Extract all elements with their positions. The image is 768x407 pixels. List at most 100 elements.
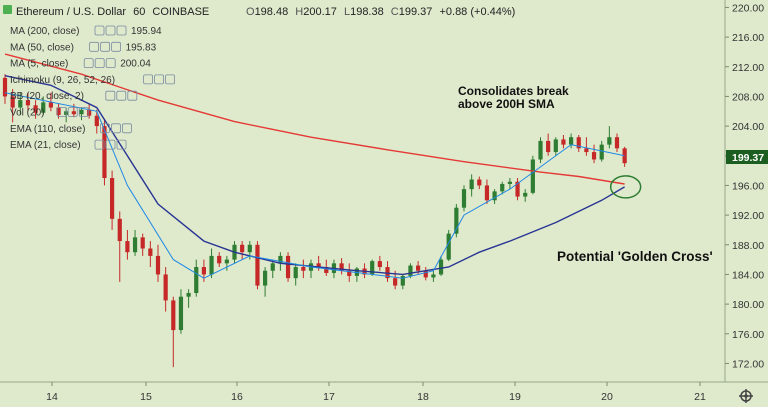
candle-body bbox=[10, 96, 15, 108]
candle bbox=[584, 137, 589, 156]
candle-body bbox=[561, 139, 566, 145]
eye-icon[interactable] bbox=[94, 139, 105, 150]
candle-body bbox=[377, 261, 382, 268]
eye-icon[interactable] bbox=[105, 90, 116, 101]
candle-body bbox=[171, 300, 176, 331]
indicator-label: Vol (20) bbox=[10, 108, 44, 119]
candle bbox=[117, 211, 122, 282]
candle bbox=[438, 255, 444, 276]
settings-icon[interactable] bbox=[105, 25, 116, 36]
time-tick-label: 21 bbox=[694, 391, 706, 403]
time-tick-label: 20 bbox=[601, 391, 613, 403]
candle-body bbox=[484, 185, 490, 201]
indicator-label: MA (200, close) bbox=[10, 26, 79, 37]
candle bbox=[25, 92, 31, 112]
candle-body bbox=[201, 267, 206, 275]
indicator-row[interactable]: MA (200, close) 195.94 bbox=[10, 25, 162, 37]
collapse-icon[interactable] bbox=[3, 5, 12, 14]
candle-body bbox=[316, 263, 321, 268]
candle-body bbox=[224, 259, 229, 264]
indicator-row[interactable]: BB (20, close, 2) bbox=[10, 90, 138, 102]
candle-body bbox=[178, 296, 184, 331]
candle bbox=[285, 252, 291, 282]
close-icon[interactable] bbox=[105, 58, 116, 68]
candle bbox=[569, 133, 574, 149]
candle bbox=[431, 270, 436, 282]
eye-icon[interactable] bbox=[94, 25, 105, 36]
indicator-row[interactable]: EMA (110, close) bbox=[10, 123, 132, 135]
candle bbox=[591, 144, 597, 164]
candle-body bbox=[117, 218, 122, 242]
close-icon[interactable] bbox=[165, 74, 176, 85]
candle bbox=[132, 229, 138, 256]
candle bbox=[79, 107, 84, 121]
candle-body bbox=[400, 275, 405, 286]
time-tick-label: 18 bbox=[417, 391, 429, 403]
settings-icon[interactable] bbox=[67, 107, 78, 117]
indicator-row[interactable]: MA (50, close) 195.83 bbox=[10, 41, 157, 53]
price-tick-label: 216.00 bbox=[732, 32, 764, 44]
candle-body bbox=[240, 244, 245, 253]
candle-body bbox=[194, 267, 199, 293]
time-axis[interactable]: 14 15 16 17 18 19 20 21 bbox=[46, 382, 706, 403]
settings-icon[interactable] bbox=[116, 90, 127, 101]
candle-body bbox=[110, 178, 115, 219]
candle bbox=[87, 103, 92, 119]
candle bbox=[155, 244, 161, 282]
candle-body bbox=[339, 263, 344, 271]
candle-body bbox=[285, 255, 291, 279]
time-tick-label: 16 bbox=[231, 391, 243, 403]
candle bbox=[400, 274, 405, 290]
settings-icon[interactable] bbox=[94, 58, 105, 68]
close-icon[interactable] bbox=[78, 107, 89, 117]
indicator-row[interactable]: Vol (20) bbox=[10, 107, 89, 119]
close-icon[interactable] bbox=[116, 139, 127, 150]
candle-body bbox=[607, 137, 612, 145]
indicator-row[interactable]: MA (5, close) 200.04 bbox=[10, 58, 151, 70]
candle-body bbox=[553, 139, 558, 153]
candle-body bbox=[25, 100, 31, 106]
eye-icon[interactable] bbox=[83, 58, 94, 68]
candle bbox=[224, 255, 229, 271]
candle bbox=[614, 133, 620, 153]
indicator-row[interactable]: EMA (21, close) bbox=[10, 139, 127, 151]
close-icon[interactable] bbox=[127, 90, 138, 101]
annotation-break-line1: Consolidates break bbox=[458, 84, 569, 98]
candle bbox=[408, 263, 413, 279]
candle-body bbox=[148, 248, 153, 256]
close-icon[interactable] bbox=[122, 123, 132, 134]
candle-body bbox=[324, 267, 329, 273]
price-tick-label: 204.00 bbox=[732, 121, 764, 133]
settings-gear-icon[interactable] bbox=[739, 389, 753, 403]
settings-icon[interactable] bbox=[111, 123, 121, 134]
candle-body bbox=[347, 270, 352, 276]
settings-icon[interactable] bbox=[100, 41, 110, 52]
indicator-row[interactable]: Ichimoku (9, 26, 52, 26) bbox=[10, 74, 176, 86]
eye-icon[interactable] bbox=[100, 123, 110, 134]
eye-icon[interactable] bbox=[143, 74, 154, 85]
close-icon[interactable] bbox=[111, 41, 121, 52]
candle bbox=[293, 263, 298, 286]
indicator-label: MA (50, close) bbox=[10, 42, 74, 53]
candle bbox=[561, 134, 566, 149]
price-tick-label: 172.00 bbox=[732, 358, 764, 370]
candle bbox=[140, 233, 145, 256]
eye-icon[interactable] bbox=[56, 107, 67, 117]
candle-body bbox=[438, 259, 444, 275]
settings-icon[interactable] bbox=[154, 74, 165, 85]
time-tick-label: 14 bbox=[46, 391, 58, 403]
eye-icon[interactable] bbox=[89, 41, 99, 52]
close-icon[interactable] bbox=[116, 25, 127, 36]
candle bbox=[186, 289, 191, 308]
candle bbox=[423, 267, 428, 281]
candle-body bbox=[469, 179, 474, 190]
candle bbox=[71, 103, 76, 118]
candle-body bbox=[56, 107, 61, 115]
candle-body bbox=[408, 265, 413, 276]
symbol-header-line: Ethereum / U.S. Dollar 60 COINBASE bbox=[16, 6, 209, 18]
candle bbox=[607, 126, 612, 149]
settings-icon[interactable] bbox=[105, 139, 116, 150]
candle-body bbox=[270, 263, 275, 271]
